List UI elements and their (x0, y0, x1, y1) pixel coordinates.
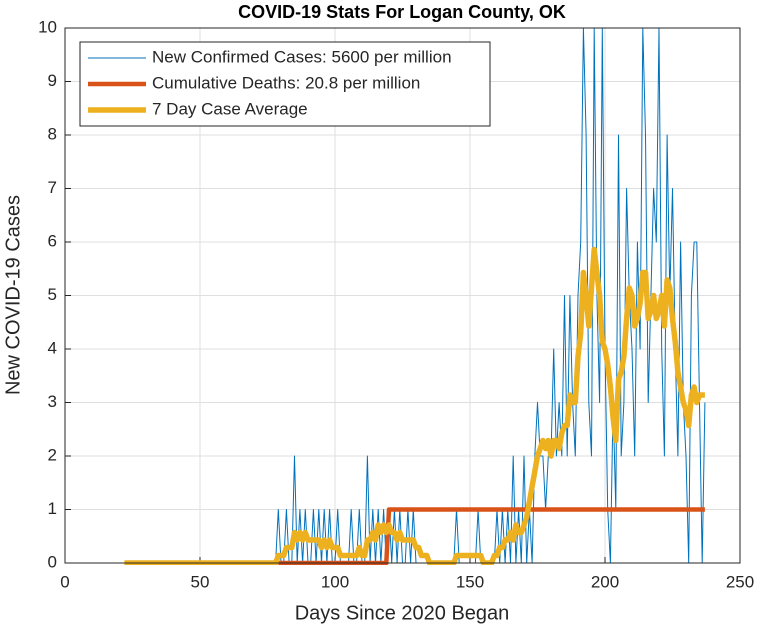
y-tick-label: 4 (48, 338, 57, 357)
x-axis-label: Days Since 2020 Began (295, 602, 510, 624)
y-tick-label: 5 (48, 285, 57, 304)
y-tick-label: 9 (48, 71, 57, 90)
x-tick-label: 200 (591, 572, 619, 591)
y-tick-label: 10 (38, 17, 57, 36)
y-tick-label: 6 (48, 231, 57, 250)
x-tick-label: 150 (456, 572, 484, 591)
chart-title: COVID-19 Stats For Logan County, OK (238, 2, 566, 22)
y-axis-label: New COVID-19 Cases (2, 195, 24, 395)
y-tick-label: 2 (48, 445, 57, 464)
y-tick-label: 7 (48, 178, 57, 197)
x-tick-label: 0 (60, 572, 69, 591)
y-tick-label: 1 (48, 499, 57, 518)
legend-label: Cumulative Deaths: 20.8 per million (152, 73, 420, 92)
legend-box (79, 41, 491, 127)
x-tick-label: 50 (191, 572, 210, 591)
y-tick-label: 0 (48, 552, 57, 571)
x-tick-label: 250 (726, 572, 754, 591)
y-tick-label: 8 (48, 124, 57, 143)
axes-box (64, 27, 741, 564)
legend-label: 7 Day Case Average (152, 99, 308, 118)
y-tick-label: 3 (48, 392, 57, 411)
x-tick-label: 100 (321, 572, 349, 591)
legend-label: New Confirmed Cases: 5600 per million (152, 47, 452, 66)
